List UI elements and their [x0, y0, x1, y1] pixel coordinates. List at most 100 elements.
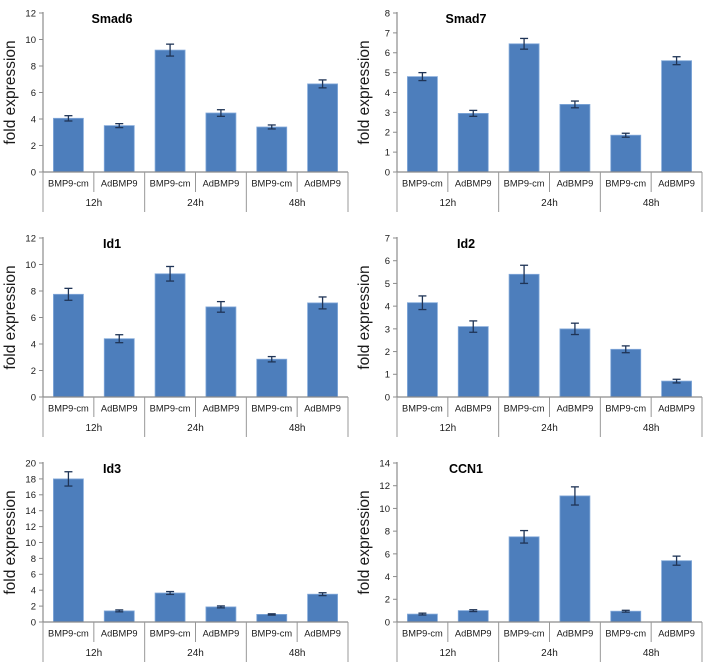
y-tick-label: 8	[31, 286, 36, 297]
bar	[457, 326, 489, 398]
condition-label: AdBMP9	[557, 629, 594, 639]
y-tick-label: 6	[385, 549, 390, 560]
timepoint-label: 12h	[85, 648, 102, 659]
condition-label: AdBMP9	[304, 629, 341, 639]
y-tick-label: 3	[385, 324, 390, 335]
bar	[205, 606, 237, 623]
condition-label: AdBMP9	[203, 179, 240, 189]
bar	[103, 125, 135, 173]
timepoint-label: 12h	[439, 648, 456, 659]
bar	[559, 495, 591, 623]
condition-label: AdBMP9	[203, 629, 240, 639]
bar-chart-svg: fold expression Id3 0 2 4 6 8 10 12 14 16 18 20 BMP9-…	[2, 458, 349, 662]
y-tick-label: 4	[31, 339, 36, 350]
timepoint-label: 24h	[541, 198, 558, 209]
y-tick-label: 0	[31, 167, 36, 178]
timepoint-label: 48h	[643, 198, 660, 209]
condition-label: BMP9-cm	[504, 179, 545, 189]
condition-label: BMP9-cm	[48, 179, 89, 189]
chart-panel-id3: fold expression Id3 0 2 4 6 8 10 12 14 16 18 20 BMP9-…	[0, 450, 354, 667]
condition-label: BMP9-cm	[150, 629, 191, 639]
condition-label: AdBMP9	[658, 179, 695, 189]
bar	[154, 273, 186, 398]
condition-label: BMP9-cm	[251, 629, 292, 639]
y-tick-label: 4	[385, 302, 390, 313]
condition-label: AdBMP9	[658, 629, 695, 639]
y-tick-label: 0	[31, 617, 36, 628]
condition-label: BMP9-cm	[605, 629, 646, 639]
chart-title: CCN1	[449, 462, 483, 476]
y-tick-label: 4	[31, 114, 36, 125]
bar	[205, 112, 237, 173]
y-tick-label: 4	[385, 88, 390, 99]
condition-label: AdBMP9	[101, 404, 138, 414]
bar	[559, 104, 591, 173]
y-tick-label: 7	[385, 28, 390, 39]
chart-title: Id1	[103, 237, 121, 251]
timepoint-label: 12h	[85, 423, 102, 434]
chart-title: Id3	[103, 462, 121, 476]
timepoint-label: 48h	[289, 423, 306, 434]
y-tick-label: 2	[385, 347, 390, 358]
bar	[457, 610, 489, 623]
condition-label: AdBMP9	[557, 179, 594, 189]
y-tick-label: 8	[385, 527, 390, 538]
y-tick-label: 2	[385, 595, 390, 606]
timepoint-label: 24h	[187, 423, 204, 434]
y-tick-label: 20	[25, 458, 36, 469]
condition-label: BMP9-cm	[504, 404, 545, 414]
bar	[103, 610, 135, 623]
timepoint-label: 48h	[289, 648, 306, 659]
bar-chart-svg: fold expression Smad7 0 1 2 3 4 5 6 7 8 BMP9-cm AdBM…	[356, 8, 703, 212]
bar	[307, 593, 338, 623]
y-tick-label: 16	[25, 490, 36, 501]
bar-chart-svg: fold expression CCN1 0 2 4 6 8 10 12 14 BMP9-cm AdB…	[356, 458, 703, 662]
y-axis-title: fold expression	[2, 40, 19, 144]
bar-chart-svg: fold expression Id2 0 1 2 3 4 5 6 7 BMP9-cm AdBMP9 B…	[356, 233, 703, 437]
condition-label: AdBMP9	[304, 404, 341, 414]
condition-label: AdBMP9	[101, 629, 138, 639]
condition-label: AdBMP9	[455, 629, 492, 639]
bar	[53, 478, 84, 623]
condition-label: AdBMP9	[101, 179, 138, 189]
chart-panel-smad7: fold expression Smad7 0 1 2 3 4 5 6 7 8 BMP9-cm AdBM…	[354, 0, 708, 225]
bar	[661, 60, 692, 173]
timepoint-label: 12h	[439, 198, 456, 209]
y-tick-label: 5	[385, 68, 390, 79]
bar	[154, 49, 186, 173]
bar	[407, 302, 438, 398]
y-tick-label: 12	[25, 8, 36, 19]
timepoint-label: 24h	[187, 198, 204, 209]
y-tick-label: 8	[31, 554, 36, 565]
y-tick-label: 6	[31, 570, 36, 581]
y-tick-label: 10	[25, 260, 36, 271]
y-tick-label: 2	[31, 141, 36, 152]
bar	[407, 76, 438, 173]
bar	[53, 117, 84, 173]
condition-label: BMP9-cm	[605, 404, 646, 414]
y-axis-title: fold expression	[356, 490, 373, 594]
y-tick-label: 6	[385, 256, 390, 267]
y-tick-label: 6	[31, 88, 36, 99]
bar	[154, 592, 186, 623]
timepoint-label: 12h	[85, 198, 102, 209]
condition-label: BMP9-cm	[48, 629, 89, 639]
y-tick-label: 14	[379, 458, 390, 469]
timepoint-label: 24h	[187, 648, 204, 659]
bar	[508, 536, 540, 623]
timepoint-label: 24h	[541, 423, 558, 434]
condition-label: AdBMP9	[455, 404, 492, 414]
y-tick-label: 12	[379, 481, 390, 492]
timepoint-label: 48h	[289, 198, 306, 209]
condition-label: BMP9-cm	[504, 629, 545, 639]
bar	[256, 126, 288, 173]
y-tick-label: 10	[379, 504, 390, 515]
bar	[53, 293, 84, 398]
chart-panel-smad6: fold expression Smad6 0 2 4 6 8 10 12 BMP9-cm AdBM…	[0, 0, 354, 225]
condition-label: BMP9-cm	[251, 179, 292, 189]
condition-label: BMP9-cm	[150, 404, 191, 414]
bar	[610, 348, 642, 398]
bar	[508, 273, 540, 398]
y-tick-label: 18	[25, 474, 36, 485]
